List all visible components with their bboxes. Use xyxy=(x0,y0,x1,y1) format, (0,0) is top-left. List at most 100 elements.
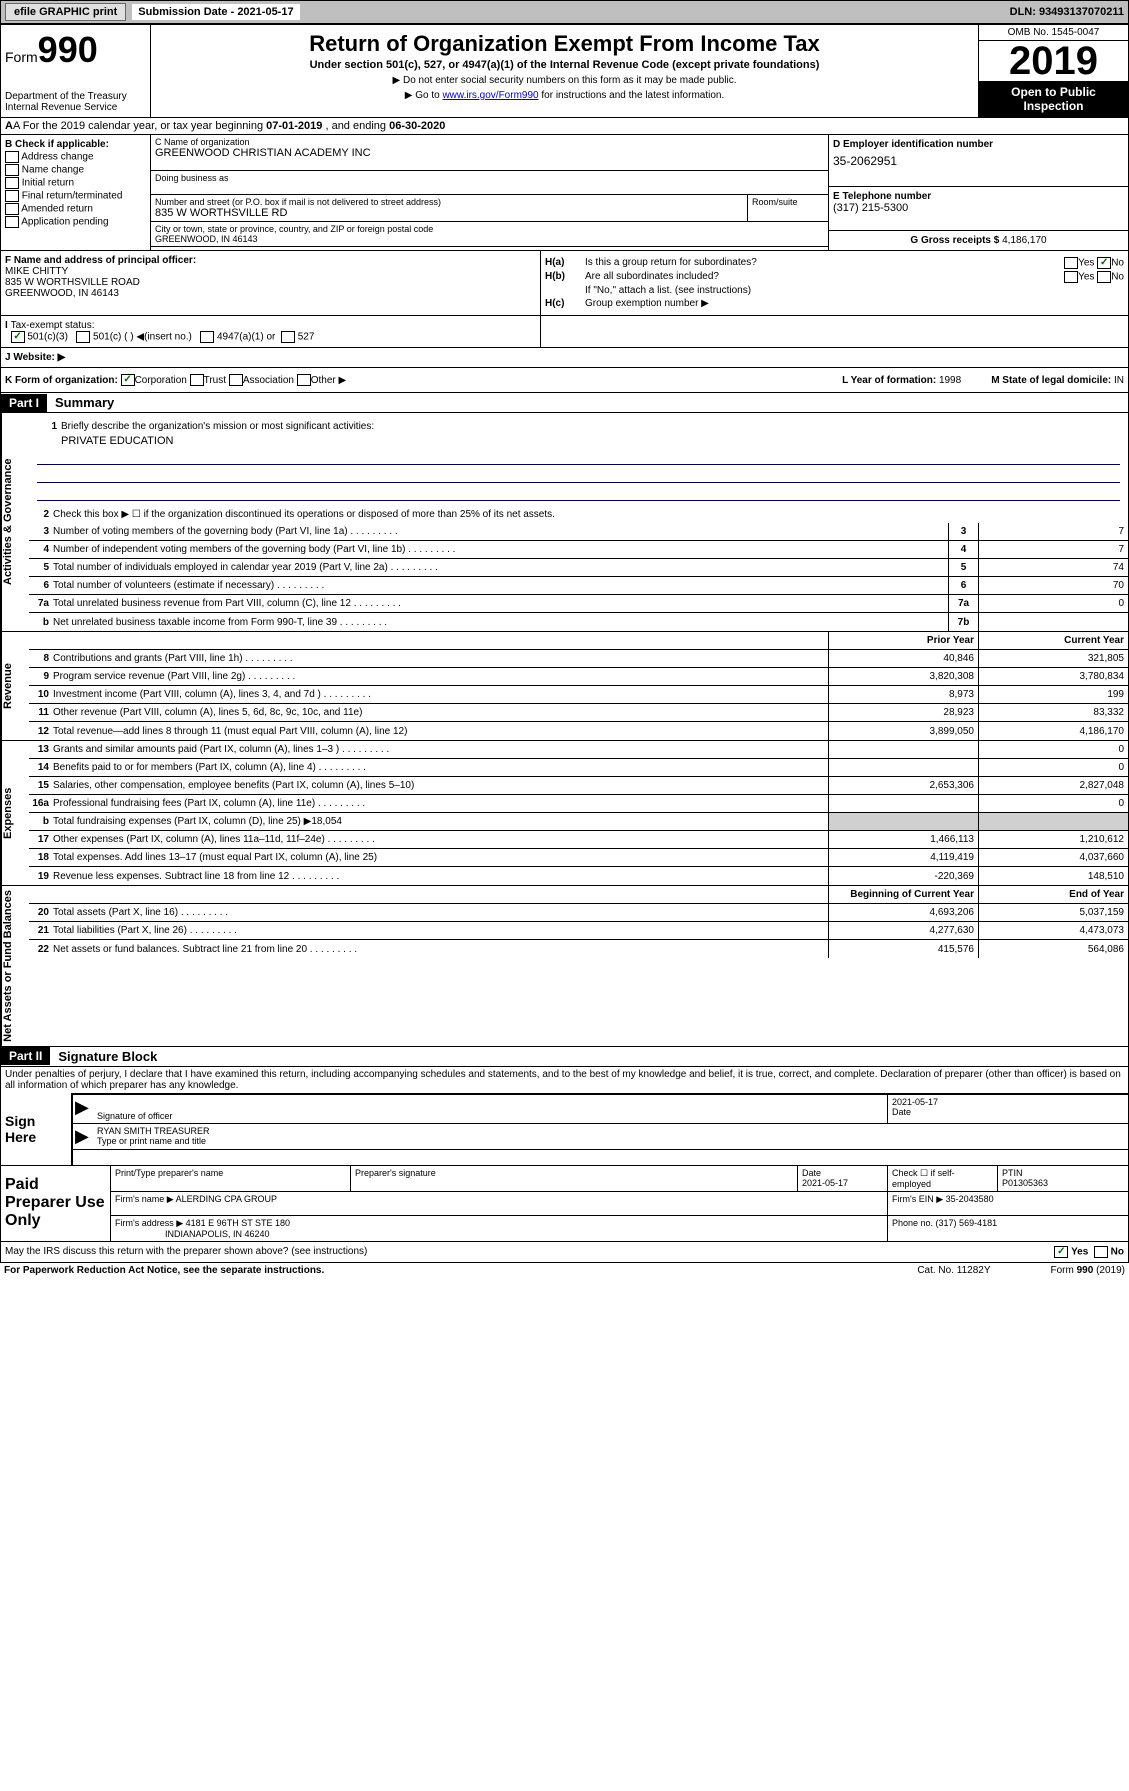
check-501c[interactable] xyxy=(76,331,90,343)
sig-name-value: RYAN SMITH TREASURER xyxy=(97,1126,1124,1136)
line11: Other revenue (Part VIII, column (A), li… xyxy=(53,705,828,720)
val7b xyxy=(978,613,1128,631)
sig-officer-label: Signature of officer xyxy=(97,1111,883,1121)
part1-badge: Part I xyxy=(1,394,47,412)
footer-right: Form 990 (2019) xyxy=(1051,1265,1125,1276)
top-bar: efile GRAPHIC print Submission Date - 20… xyxy=(0,0,1129,24)
city-box: City or town, state or province, country… xyxy=(151,222,828,247)
row-k: K Form of organization: Corporation Trus… xyxy=(0,368,1129,393)
form-header: Form990 Department of the Treasury Inter… xyxy=(0,24,1129,118)
c16b xyxy=(978,813,1128,830)
check-trust[interactable] xyxy=(190,374,204,386)
part2-header: Part II Signature Block xyxy=(0,1047,1129,1067)
hc-text: Group exemption number ▶ xyxy=(585,298,1124,309)
firm-ein-label: Firm's EIN ▶ xyxy=(892,1194,946,1204)
ha-yes-check[interactable] xyxy=(1064,257,1078,269)
ha-text: Is this a group return for subordinates? xyxy=(585,257,1064,269)
entity-block: B Check if applicable: Address change Na… xyxy=(0,135,1129,251)
line13: Grants and similar amounts paid (Part IX… xyxy=(53,742,828,757)
c13: 0 xyxy=(978,741,1128,758)
firm-addr1: 4181 E 96TH ST STE 180 xyxy=(186,1218,290,1228)
firm-addr-label: Firm's address ▶ xyxy=(115,1218,186,1228)
c17: 1,210,612 xyxy=(978,831,1128,848)
p12: 3,899,050 xyxy=(828,722,978,740)
p11: 28,923 xyxy=(828,704,978,721)
mission-text: PRIVATE EDUCATION xyxy=(37,435,1120,447)
form990-link[interactable]: www.irs.gov/Form990 xyxy=(442,90,538,101)
preparer-name-label: Print/Type preparer's name xyxy=(111,1166,351,1191)
dln: DLN: 93493137070211 xyxy=(1010,6,1124,18)
p22: 415,576 xyxy=(828,940,978,958)
line8: Contributions and grants (Part VIII, lin… xyxy=(53,651,828,666)
line-a-pre: A For the 2019 calendar year, or tax yea… xyxy=(13,120,266,132)
check-association[interactable] xyxy=(229,374,243,386)
form-number: Form990 xyxy=(5,29,146,71)
check-4947[interactable] xyxy=(200,331,214,343)
tax-year: 2019 xyxy=(979,41,1128,81)
check-address-change[interactable]: Address change xyxy=(5,151,146,163)
phone-box: E Telephone number (317) 215-5300 xyxy=(829,187,1128,231)
c10: 199 xyxy=(978,686,1128,703)
check-other[interactable] xyxy=(297,374,311,386)
hb-text: Are all subordinates included? xyxy=(585,271,1064,283)
check-name-change[interactable]: Name change xyxy=(5,164,146,176)
hb-no-check[interactable] xyxy=(1097,271,1111,283)
principal-officer: F Name and address of principal officer:… xyxy=(1,251,541,315)
check-application-pending[interactable]: Application pending xyxy=(5,216,146,228)
check-amended[interactable]: Amended return xyxy=(5,203,146,215)
footer: For Paperwork Reduction Act Notice, see … xyxy=(0,1263,1129,1278)
officer-addr2: GREENWOOD, IN 46143 xyxy=(5,288,119,299)
sig-date-value: 2021-05-17 xyxy=(892,1097,1124,1107)
check-final-return[interactable]: Final return/terminated xyxy=(5,190,146,202)
check-initial-return[interactable]: Initial return xyxy=(5,177,146,189)
c14: 0 xyxy=(978,759,1128,776)
discuss-yes-check[interactable] xyxy=(1054,1246,1068,1258)
line19: Revenue less expenses. Subtract line 18 … xyxy=(53,869,828,884)
website-row: J Website: ▶ xyxy=(0,348,1129,368)
p17: 1,466,113 xyxy=(828,831,978,848)
line-a: AA For the 2019 calendar year, or tax ye… xyxy=(0,118,1129,135)
l-label: L Year of formation: xyxy=(842,375,939,386)
org-name-label: C Name of organization xyxy=(155,137,824,147)
instruction-2: ▶ Go to www.irs.gov/Form990 for instruct… xyxy=(157,90,972,101)
address-box: Number and street (or P.O. box if mail i… xyxy=(151,195,748,222)
ein-box: D Employer identification number 35-2062… xyxy=(829,135,1128,187)
k-label: K Form of organization: xyxy=(5,375,118,386)
signature-declaration: Under penalties of perjury, I declare th… xyxy=(1,1067,1128,1093)
department: Department of the Treasury Internal Reve… xyxy=(5,91,146,113)
line21: Total liabilities (Part X, line 26) xyxy=(53,923,828,938)
form-subtitle: Under section 501(c), 527, or 4947(a)(1)… xyxy=(157,59,972,71)
prep-date-value: 2021-05-17 xyxy=(802,1178,883,1188)
discuss-no-check[interactable] xyxy=(1094,1246,1108,1258)
city-value: GREENWOOD, IN 46143 xyxy=(155,234,824,244)
tab-net-assets: Net Assets or Fund Balances xyxy=(1,886,29,1046)
val6: 70 xyxy=(978,577,1128,594)
hb-note: If "No," attach a list. (see instruction… xyxy=(585,285,1124,296)
p21: 4,277,630 xyxy=(828,922,978,939)
c20: 5,037,159 xyxy=(978,904,1128,921)
val7a: 0 xyxy=(978,595,1128,612)
ptin-value: P01305363 xyxy=(1002,1178,1124,1188)
line20: Total assets (Part X, line 16) xyxy=(53,905,828,920)
revenue-section: Revenue Prior YearCurrent Year 8Contribu… xyxy=(0,632,1129,741)
exempt-label: Tax-exempt status: xyxy=(11,320,95,331)
line9: Program service revenue (Part VIII, line… xyxy=(53,669,828,684)
p10: 8,973 xyxy=(828,686,978,703)
self-employed-check: Check ☐ if self-employed xyxy=(888,1166,998,1191)
arrow-icon: ▶ xyxy=(73,1095,93,1123)
ha-no-check[interactable] xyxy=(1097,257,1111,269)
p13 xyxy=(828,741,978,758)
check-501c3[interactable] xyxy=(11,331,25,343)
efile-print-button[interactable]: efile GRAPHIC print xyxy=(5,3,126,21)
gross-value: 4,186,170 xyxy=(1002,235,1047,246)
c22: 564,086 xyxy=(978,940,1128,958)
tab-expenses: Expenses xyxy=(1,741,29,885)
c19: 148,510 xyxy=(978,867,1128,885)
address-value: 835 W WORTHSVILLE RD xyxy=(155,207,743,219)
tab-governance: Activities & Governance xyxy=(1,413,29,631)
check-corporation[interactable] xyxy=(121,374,135,386)
hb-yes-check[interactable] xyxy=(1064,271,1078,283)
check-527[interactable] xyxy=(281,331,295,343)
paid-preparer-block: Paid Preparer Use Only Print/Type prepar… xyxy=(0,1166,1129,1242)
j-label: J xyxy=(5,352,11,363)
